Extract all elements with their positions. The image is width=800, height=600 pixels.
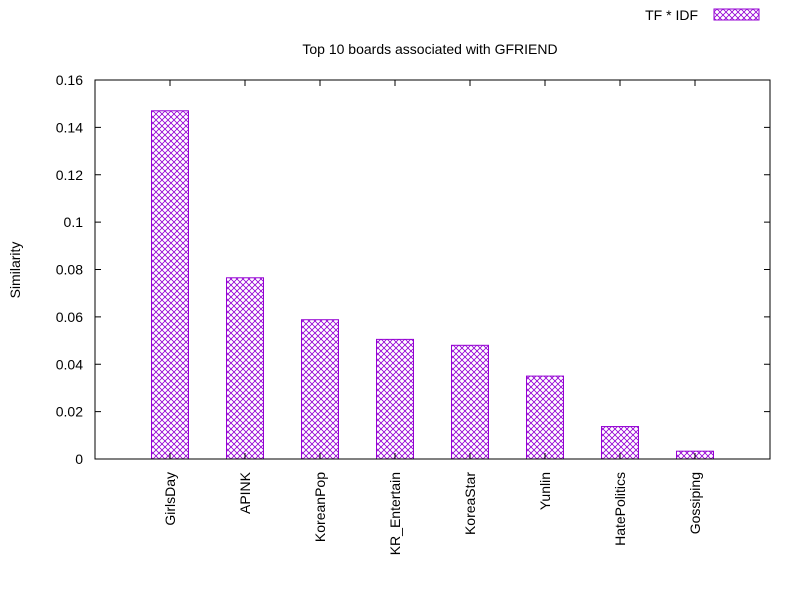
legend-swatch-tf-idf — [713, 8, 760, 21]
x-tick-label: HatePolitics — [612, 472, 628, 546]
x-tick-label: Yunlin — [537, 472, 553, 510]
bars — [151, 110, 714, 460]
bar-kr-entertain — [376, 338, 414, 460]
y-tick-label: 0.1 — [64, 214, 84, 230]
bar-girlsday — [151, 110, 189, 460]
y-tick-label: 0.16 — [56, 72, 83, 88]
bar-yunlin — [526, 375, 564, 460]
y-axis-label: Similarity — [7, 242, 23, 299]
x-tick-label: KR_Entertain — [387, 472, 403, 555]
y-axis-ticks: 0 0.02 0.04 0.06 0.08 0.1 0.12 0.14 0.16 — [56, 72, 770, 467]
legend-label-tf-idf: TF * IDF — [645, 7, 698, 23]
x-tick-label: APINK — [237, 471, 253, 514]
y-tick-label: 0.14 — [56, 119, 83, 135]
x-tick-label: KoreaStar — [462, 472, 478, 535]
y-tick-label: 0.12 — [56, 167, 83, 183]
x-tick-label: KoreanPop — [312, 472, 328, 542]
y-tick-label: 0.08 — [56, 262, 83, 278]
x-axis-tick-labels: GirlsDay APINK KoreanPop KR_Entertain KoreaS… — [162, 80, 703, 555]
bar-koreanpop — [301, 319, 339, 460]
bar-koreastar — [451, 344, 489, 460]
y-tick-label: 0.04 — [56, 356, 83, 372]
plot-area-frame — [94, 79, 771, 460]
y-tick-label: 0.02 — [56, 404, 83, 420]
x-tick-label: GirlsDay — [162, 472, 178, 526]
legend: TF * IDF — [645, 7, 760, 23]
bar-apink — [226, 277, 264, 460]
chart-title: Top 10 boards associated with GFRIEND — [302, 41, 557, 57]
x-tick-label: Gossiping — [687, 472, 703, 534]
y-tick-label: 0.06 — [56, 309, 83, 325]
y-tick-label: 0 — [75, 451, 83, 467]
